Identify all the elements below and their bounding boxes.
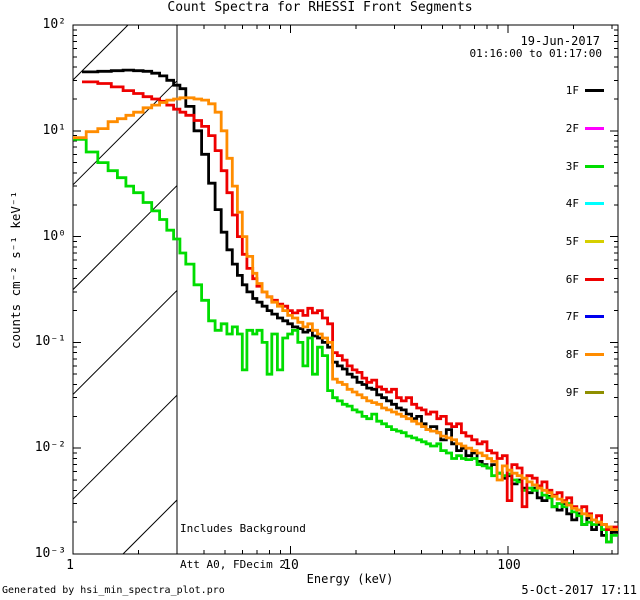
annotation-line-1: Includes Background: [180, 522, 306, 535]
generated-by-text: Generated by hsi_min_spectra_plot.pro: [2, 585, 225, 596]
legend-entry-9f: 9F: [565, 385, 604, 399]
legend-swatch: [585, 390, 604, 394]
legend-date: 19-Jun-2017: [520, 34, 600, 48]
legend-entry-4f: 4F: [565, 197, 604, 211]
plot-timestamp: 5-Oct-2017 17:11: [521, 583, 637, 597]
legend-entry-1f: 1F: [565, 84, 604, 98]
hatch-region: [73, 25, 177, 554]
legend-label: 4F: [565, 197, 579, 211]
legend-swatch: [585, 315, 604, 319]
legend-swatch: [585, 240, 604, 244]
legend-entry-5f: 5F: [565, 235, 604, 249]
x-tick-label-1: 1: [66, 558, 74, 573]
x-axis-label: Energy (keV): [306, 572, 394, 586]
legend-entry-3f: 3F: [565, 159, 604, 173]
legend-label: 6F: [565, 272, 579, 286]
chart-title: Count Spectra for RHESSI Front Segments: [167, 0, 473, 15]
spectrum-curve-3f: [73, 138, 618, 544]
legend-label: 9F: [565, 385, 579, 399]
legend-entry-6f: 6F: [565, 272, 604, 286]
legend-label: 3F: [565, 159, 579, 173]
legend-entry-8f: 8F: [565, 348, 604, 362]
legend-swatch: [585, 127, 604, 131]
legend-swatch: [585, 89, 604, 93]
plot-frame: [72, 24, 619, 555]
legend-label: 5F: [565, 235, 579, 249]
legend-entry-2f: 2F: [565, 122, 604, 136]
legend-swatch: [585, 202, 604, 206]
y-tick-label-1e1: 10¹: [42, 123, 66, 138]
legend-time-range: 01:16:00 to 01:17:00: [469, 47, 602, 60]
legend: 1F 2F 3F 4F 5F 6F 7F 8F 9F: [566, 59, 604, 424]
legend-swatch: [585, 164, 604, 168]
y-tick-label-1e0: 10⁰: [42, 229, 66, 244]
y-tick-label-1e-1: 10⁻¹: [34, 334, 66, 349]
legend-swatch: [585, 353, 604, 357]
legend-label: 2F: [565, 122, 579, 136]
y-tick-label-1e2: 10²: [42, 17, 66, 32]
x-tick-label-10: 10: [283, 558, 299, 573]
legend-label: 1F: [565, 84, 579, 98]
x-tick-label-100: 100: [497, 558, 521, 573]
legend-swatch: [585, 277, 604, 281]
y-tick-label-1e-2: 10⁻²: [34, 440, 66, 455]
background-annotation: Includes Background Att A0, FDecim 2: [180, 499, 306, 595]
y-tick-label-1e-3: 10⁻³: [34, 546, 66, 561]
legend-label: 8F: [565, 348, 579, 362]
legend-label: 7F: [565, 310, 579, 324]
spectrum-curve-6f: [82, 80, 618, 531]
spectrum-curve-1f: [82, 68, 618, 544]
spectrum-curve-8f: [73, 96, 618, 531]
annotation-line-2: Att A0, FDecim 2: [180, 558, 286, 571]
y-axis-label: counts cm⁻² s⁻¹ keV⁻¹: [8, 190, 23, 350]
axis-ticks: [73, 24, 618, 555]
legend-entry-7f: 7F: [565, 310, 604, 324]
